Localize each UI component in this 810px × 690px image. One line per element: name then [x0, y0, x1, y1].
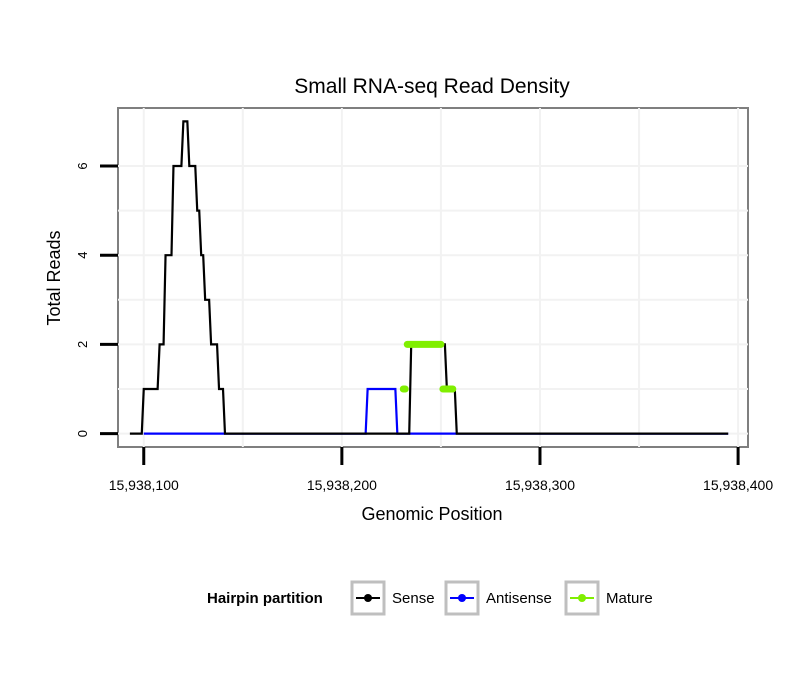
legend-title: Hairpin partition: [207, 590, 323, 607]
plot-panel: [117, 107, 749, 448]
legend-label: Mature: [606, 590, 653, 607]
y-tick-label: 2: [75, 341, 90, 348]
x-axis: 15,938,100 15,938,200 15,938,300 15,938,400: [109, 447, 773, 493]
legend-key-point: [364, 594, 372, 602]
x-tick-label: 15,938,400: [703, 477, 773, 493]
legend-label: Antisense: [486, 590, 552, 607]
chart-title: Small RNA-seq Read Density: [294, 75, 570, 98]
y-axis-label: Total Reads: [44, 230, 64, 325]
y-axis: 0 2 4 6: [75, 162, 118, 437]
grid-lines: [118, 108, 748, 447]
x-tick-label: 15,938,100: [109, 477, 179, 493]
y-tick-label: 0: [75, 430, 90, 437]
legend-key-point: [458, 594, 466, 602]
y-tick-label: 4: [75, 252, 90, 259]
x-tick-label: 15,938,200: [307, 477, 377, 493]
legend-item-mature: Mature: [564, 580, 653, 616]
series-lines: [129, 120, 729, 435]
legend: Hairpin partition Sense Antisense Mature: [207, 580, 653, 616]
legend-label: Sense: [392, 590, 435, 607]
y-tick-label: 6: [75, 162, 90, 169]
x-tick-label: 15,938,300: [505, 477, 575, 493]
legend-key-point: [578, 594, 586, 602]
series-sense-line: [129, 120, 729, 435]
x-axis-label: Genomic Position: [361, 504, 502, 524]
legend-item-antisense: Antisense: [444, 580, 552, 616]
legend-item-sense: Sense: [350, 580, 435, 616]
